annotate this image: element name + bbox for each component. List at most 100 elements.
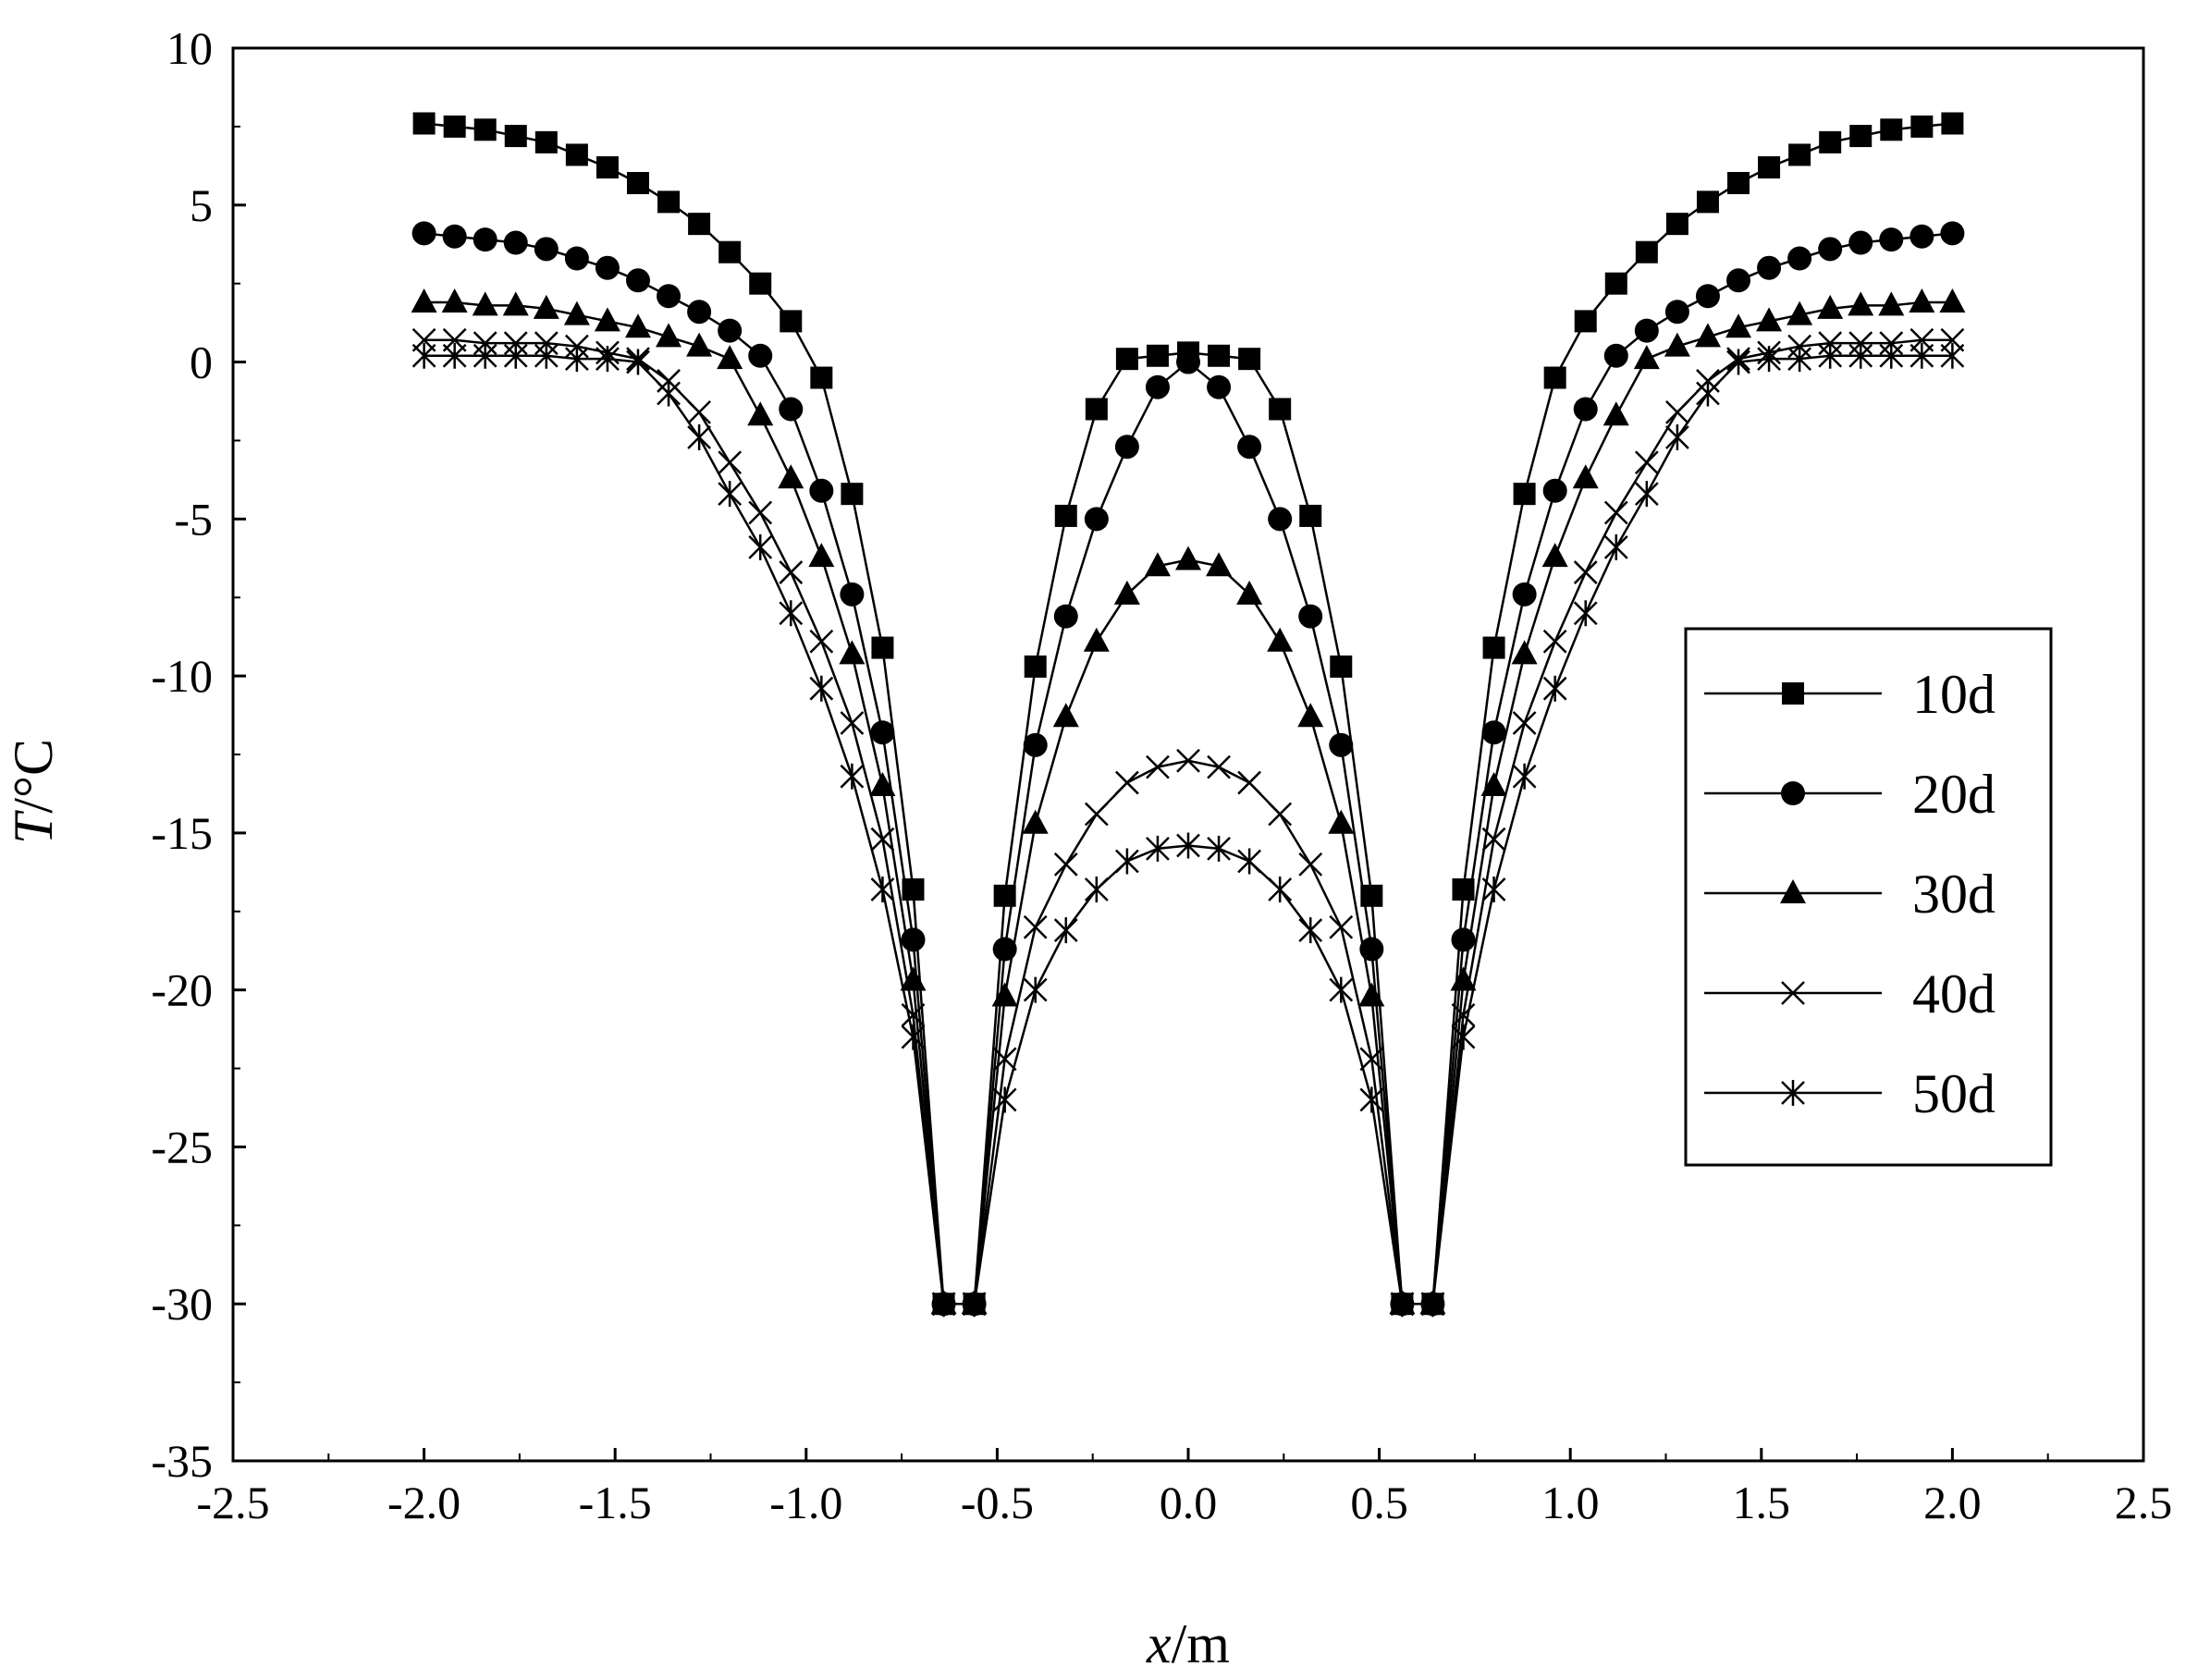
data-point-20d [1634, 318, 1659, 343]
data-point-40d [1207, 754, 1231, 779]
data-point-20d [1237, 435, 1262, 460]
y-tick-label: -25 [151, 1121, 213, 1172]
data-point-20d [748, 343, 773, 368]
data-point-10d [412, 112, 436, 135]
x-tick-label: 1.5 [1733, 1477, 1791, 1528]
data-point-50d [1329, 976, 1354, 1003]
data-point-50d [1818, 342, 1843, 369]
data-point-30d [1541, 543, 1568, 568]
x-axis-title: x/m [1146, 1613, 1230, 1674]
legend-box [1684, 627, 2053, 1167]
data-point-10d [504, 125, 527, 148]
data-point-40d [870, 827, 895, 852]
data-point-20d [870, 720, 895, 745]
legend-marker [1781, 781, 1805, 805]
data-point-10d [1543, 366, 1566, 389]
data-point-30d [1480, 771, 1507, 796]
data-point-10d [1238, 348, 1261, 371]
data-point-10d [1085, 398, 1108, 421]
data-point-10d [1604, 272, 1627, 295]
data-point-20d [657, 284, 682, 309]
data-point-50d [1023, 976, 1048, 1003]
y-axis-unit: /°C [3, 739, 64, 814]
data-point-50d [1512, 763, 1537, 790]
y-tick-label: -30 [151, 1278, 213, 1330]
data-point-20d [1053, 604, 1078, 629]
data-point-20d [1940, 221, 1965, 246]
data-point-50d [1665, 424, 1689, 451]
data-point-50d [718, 481, 743, 508]
legend-label: 50d [1912, 1063, 1995, 1124]
data-point-30d [1909, 288, 1935, 313]
data-point-30d [1236, 580, 1263, 605]
legend-entry-30d: 30d [1704, 864, 1995, 925]
data-point-20d [779, 397, 804, 422]
data-point-50d [442, 342, 467, 369]
data-point-20d [687, 300, 712, 325]
data-point-50d [1359, 1086, 1384, 1113]
data-point-50d [1053, 917, 1078, 944]
data-point-30d [1511, 640, 1538, 665]
data-point-30d [1328, 809, 1355, 834]
data-point-30d [1113, 580, 1140, 605]
data-point-40d [1115, 770, 1139, 795]
data-point-10d [1115, 348, 1138, 371]
data-point-10d [565, 143, 588, 166]
data-point-20d [1359, 937, 1384, 962]
x-tick-label: -2.5 [196, 1477, 269, 1528]
data-point-10d [1819, 130, 1842, 153]
data-point-40d [687, 400, 711, 424]
x-tick-label: 0.5 [1350, 1477, 1408, 1528]
data-point-40d [1481, 827, 1506, 852]
data-point-20d [625, 268, 650, 293]
data-point-20d [1268, 507, 1293, 532]
data-point-30d [717, 345, 743, 370]
data-point-40d [840, 711, 865, 735]
data-point-50d [503, 342, 528, 369]
data-point-50d [1298, 917, 1323, 944]
y-axis-symbol: T [3, 810, 64, 844]
data-point-50d [626, 349, 650, 375]
x-tick-label: 2.5 [2115, 1477, 2173, 1528]
data-point-10d [718, 240, 742, 264]
data-point-20d [1909, 224, 1934, 249]
data-point-30d [991, 982, 1018, 1007]
data-point-10d [626, 172, 649, 195]
data-point-30d [1848, 291, 1874, 316]
data-point-30d [1817, 294, 1844, 319]
x-tick-label: 0.0 [1160, 1477, 1218, 1528]
data-point-50d [1237, 848, 1261, 875]
data-point-30d [1878, 291, 1905, 316]
data-point-20d [1023, 732, 1048, 757]
data-point-30d [686, 332, 713, 357]
data-point-30d [411, 288, 437, 313]
data-point-40d [779, 560, 804, 584]
legend-label: 30d [1912, 864, 1995, 925]
data-point-30d [594, 307, 620, 332]
data-point-40d [1084, 802, 1109, 827]
data-point-50d [657, 380, 681, 407]
y-axis-title: T/°C [3, 739, 64, 844]
data-point-10d [1941, 112, 1964, 135]
data-point-50d [1481, 877, 1506, 903]
data-point-40d [1451, 1002, 1476, 1027]
data-point-30d [1022, 809, 1049, 834]
series-30d [411, 288, 1966, 1315]
legend-label: 40d [1912, 963, 1995, 1024]
data-point-50d [870, 877, 895, 903]
legend-label: 10d [1912, 664, 1995, 725]
data-point-30d [502, 291, 529, 316]
data-point-30d [1633, 345, 1660, 370]
data-point-40d [1634, 450, 1659, 475]
data-point-10d [1849, 125, 1873, 148]
data-point-20d [1848, 230, 1873, 255]
y-tick-label: -35 [151, 1435, 213, 1487]
data-point-20d [1726, 268, 1751, 293]
data-point-20d [1207, 374, 1232, 399]
data-point-10d [1788, 143, 1811, 166]
data-point-10d [1054, 504, 1077, 527]
x-tick-label: -2.0 [387, 1477, 460, 1528]
data-point-20d [1664, 300, 1689, 325]
data-point-10d [1269, 398, 1292, 421]
y-tick-label: 5 [190, 179, 213, 231]
